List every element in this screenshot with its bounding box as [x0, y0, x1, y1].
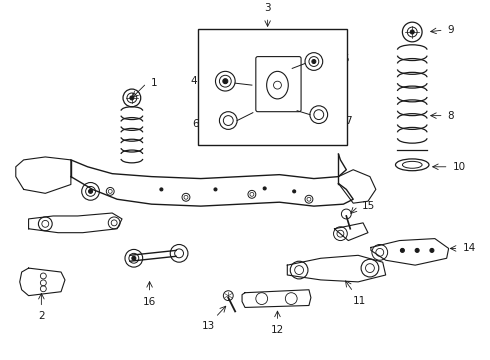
Text: 12: 12	[271, 325, 284, 335]
Text: 7: 7	[345, 116, 352, 126]
Circle shape	[89, 189, 93, 193]
Text: 10: 10	[453, 162, 466, 172]
Text: 6: 6	[192, 120, 199, 130]
Circle shape	[223, 79, 228, 84]
Text: 11: 11	[353, 296, 367, 306]
Text: 5: 5	[343, 54, 349, 64]
Polygon shape	[242, 290, 311, 307]
Circle shape	[160, 188, 163, 191]
Polygon shape	[20, 268, 65, 296]
Circle shape	[415, 248, 419, 252]
Circle shape	[312, 59, 316, 63]
Circle shape	[430, 248, 434, 252]
Text: 15: 15	[362, 201, 375, 211]
FancyBboxPatch shape	[256, 57, 301, 112]
Circle shape	[130, 96, 134, 100]
Polygon shape	[371, 239, 449, 265]
Circle shape	[410, 30, 414, 34]
Circle shape	[132, 256, 136, 260]
Polygon shape	[28, 213, 122, 233]
Text: 4: 4	[190, 76, 197, 86]
Text: 2: 2	[38, 311, 45, 321]
Text: 3: 3	[264, 3, 271, 13]
Circle shape	[400, 248, 404, 252]
Text: 9: 9	[448, 25, 454, 35]
Circle shape	[293, 190, 295, 193]
Polygon shape	[287, 255, 386, 282]
Bar	[198, 29, 347, 145]
Text: 13: 13	[202, 321, 216, 331]
Circle shape	[214, 188, 217, 191]
Text: 16: 16	[143, 297, 156, 307]
Circle shape	[263, 187, 266, 190]
Text: 14: 14	[463, 243, 476, 253]
Text: 1: 1	[150, 78, 157, 88]
Text: 8: 8	[448, 111, 454, 121]
